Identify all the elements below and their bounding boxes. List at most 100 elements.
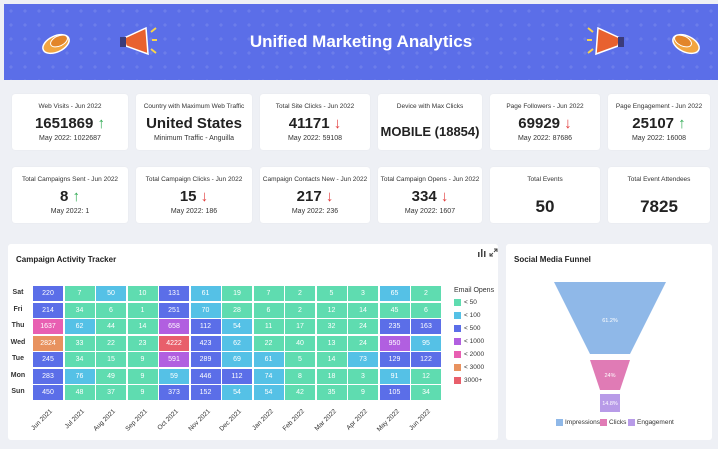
heatmap-cell[interactable]: 5 (316, 286, 347, 301)
heatmap-cell[interactable]: 34 (64, 352, 95, 367)
heatmap-cell[interactable]: 18 (316, 368, 347, 384)
heatmap-cell[interactable]: 658 (159, 319, 189, 334)
heatmap-cell[interactable]: 450 (33, 385, 63, 400)
legend-item[interactable]: < 2000 (454, 351, 484, 358)
heatmap-cell[interactable]: 91 (379, 368, 410, 384)
heatmap-cell[interactable]: 33 (64, 335, 95, 351)
heatmap-cell[interactable]: 122 (411, 352, 441, 367)
heatmap-cell[interactable]: 73 (348, 352, 378, 367)
heatmap-cell[interactable]: 22 (96, 335, 126, 351)
funnel-legend-item[interactable]: Clicks (600, 419, 626, 426)
heatmap-cell[interactable]: 9 (127, 368, 158, 384)
heatmap-cell[interactable]: 152 (190, 385, 221, 400)
heatmap-cell[interactable]: 34 (411, 385, 441, 400)
heatmap-cell[interactable]: 11 (253, 319, 284, 334)
heatmap-cell[interactable]: 235 (379, 319, 410, 334)
heatmap-cell[interactable]: 35 (316, 385, 347, 400)
heatmap-cell[interactable]: 48 (64, 385, 95, 400)
heatmap-cell[interactable]: 10 (127, 286, 158, 301)
heatmap-cell[interactable]: 446 (190, 368, 221, 384)
heatmap-cell[interactable]: 6 (96, 302, 126, 318)
heatmap-cell[interactable]: 5 (285, 352, 315, 367)
heatmap-cell[interactable]: 28 (222, 302, 252, 318)
heatmap-cell[interactable]: 50 (96, 286, 126, 301)
heatmap-cell[interactable]: 13 (316, 335, 347, 351)
heatmap-cell[interactable]: 14 (348, 302, 378, 318)
heatmap-cell[interactable]: 61 (253, 352, 284, 367)
heatmap-cell[interactable]: 423 (190, 335, 221, 351)
legend-item[interactable]: < 500 (454, 325, 480, 332)
heatmap-cell[interactable]: 44 (96, 319, 126, 334)
heatmap-cell[interactable]: 3 (348, 368, 378, 384)
legend-item[interactable]: < 100 (454, 312, 480, 319)
heatmap-cell[interactable]: 8 (285, 368, 315, 384)
heatmap-cell[interactable]: 24 (348, 335, 378, 351)
legend-item[interactable]: 3000+ (454, 377, 482, 384)
heatmap-cell[interactable]: 2824 (33, 335, 63, 351)
heatmap-cell[interactable]: 3 (348, 286, 378, 301)
heatmap-cell[interactable]: 54 (222, 385, 252, 400)
heatmap-cell[interactable]: 61 (190, 286, 221, 301)
heatmap-cell[interactable]: 74 (253, 368, 284, 384)
heatmap-cell[interactable]: 7 (64, 286, 95, 301)
funnel-stage[interactable] (554, 282, 666, 354)
heatmap-cell[interactable]: 54 (222, 319, 252, 334)
heatmap-cell[interactable]: 17 (285, 319, 315, 334)
heatmap-cell[interactable]: 49 (96, 368, 126, 384)
heatmap-cell[interactable]: 19 (222, 286, 252, 301)
heatmap-cell[interactable]: 2 (285, 286, 315, 301)
heatmap-cell[interactable]: 65 (379, 286, 410, 301)
heatmap-cell[interactable]: 59 (159, 368, 189, 384)
heatmap-cell[interactable]: 9 (127, 385, 158, 400)
heatmap-cell[interactable]: 163 (411, 319, 441, 334)
heatmap-cell[interactable]: 129 (379, 352, 410, 367)
heatmap-cell[interactable]: 283 (33, 368, 63, 384)
heatmap-cell[interactable]: 6 (411, 302, 441, 318)
heatmap-cell[interactable]: 220 (33, 286, 63, 301)
heatmap-cell[interactable]: 2 (285, 302, 315, 318)
heatmap-cell[interactable]: 591 (159, 352, 189, 367)
funnel-stage[interactable] (600, 394, 620, 412)
legend-item[interactable]: < 50 (454, 299, 477, 306)
heatmap-cell[interactable]: 9 (348, 385, 378, 400)
heatmap-cell[interactable]: 112 (190, 319, 221, 334)
heatmap-cell[interactable]: 62 (222, 335, 252, 351)
heatmap-cell[interactable]: 6 (253, 302, 284, 318)
heatmap-cell[interactable]: 9 (127, 352, 158, 367)
heatmap-cell[interactable]: 23 (127, 335, 158, 351)
heatmap-cell[interactable]: 289 (190, 352, 221, 367)
heatmap-cell[interactable]: 2 (411, 286, 441, 301)
heatmap-cell[interactable]: 42 (285, 385, 315, 400)
heatmap-cell[interactable]: 105 (379, 385, 410, 400)
heatmap-cell[interactable]: 7 (253, 286, 284, 301)
heatmap-cell[interactable]: 69 (222, 352, 252, 367)
heatmap-cell[interactable]: 40 (285, 335, 315, 351)
heatmap-cell[interactable]: 1637 (33, 319, 63, 334)
heatmap-cell[interactable]: 62 (64, 319, 95, 334)
heatmap-cell[interactable]: 95 (411, 335, 441, 351)
funnel-legend-item[interactable]: Impressions (556, 419, 600, 426)
heatmap-cell[interactable]: 24 (348, 319, 378, 334)
heatmap-cell[interactable]: 45 (379, 302, 410, 318)
heatmap-cell[interactable]: 22 (253, 335, 284, 351)
legend-item[interactable]: < 1000 (454, 338, 484, 345)
heatmap-cell[interactable]: 14 (127, 319, 158, 334)
funnel-stage[interactable] (590, 360, 630, 390)
heatmap-cell[interactable]: 4222 (159, 335, 189, 351)
heatmap-cell[interactable]: 32 (316, 319, 347, 334)
heatmap-cell[interactable]: 245 (33, 352, 63, 367)
heatmap-cell[interactable]: 214 (33, 302, 63, 318)
heatmap-cell[interactable]: 76 (64, 368, 95, 384)
funnel-legend-item[interactable]: Engagement (628, 419, 674, 426)
heatmap-cell[interactable]: 12 (316, 302, 347, 318)
bar-chart-icon[interactable] (477, 248, 486, 257)
expand-icon[interactable] (489, 248, 498, 257)
heatmap-cell[interactable]: 15 (96, 352, 126, 367)
heatmap-cell[interactable]: 37 (96, 385, 126, 400)
heatmap-cell[interactable]: 54 (253, 385, 284, 400)
legend-item[interactable]: < 3000 (454, 364, 484, 371)
heatmap-cell[interactable]: 12 (411, 368, 441, 384)
heatmap-cell[interactable]: 251 (159, 302, 189, 318)
heatmap-cell[interactable]: 131 (159, 286, 189, 301)
heatmap-cell[interactable]: 112 (222, 368, 252, 384)
